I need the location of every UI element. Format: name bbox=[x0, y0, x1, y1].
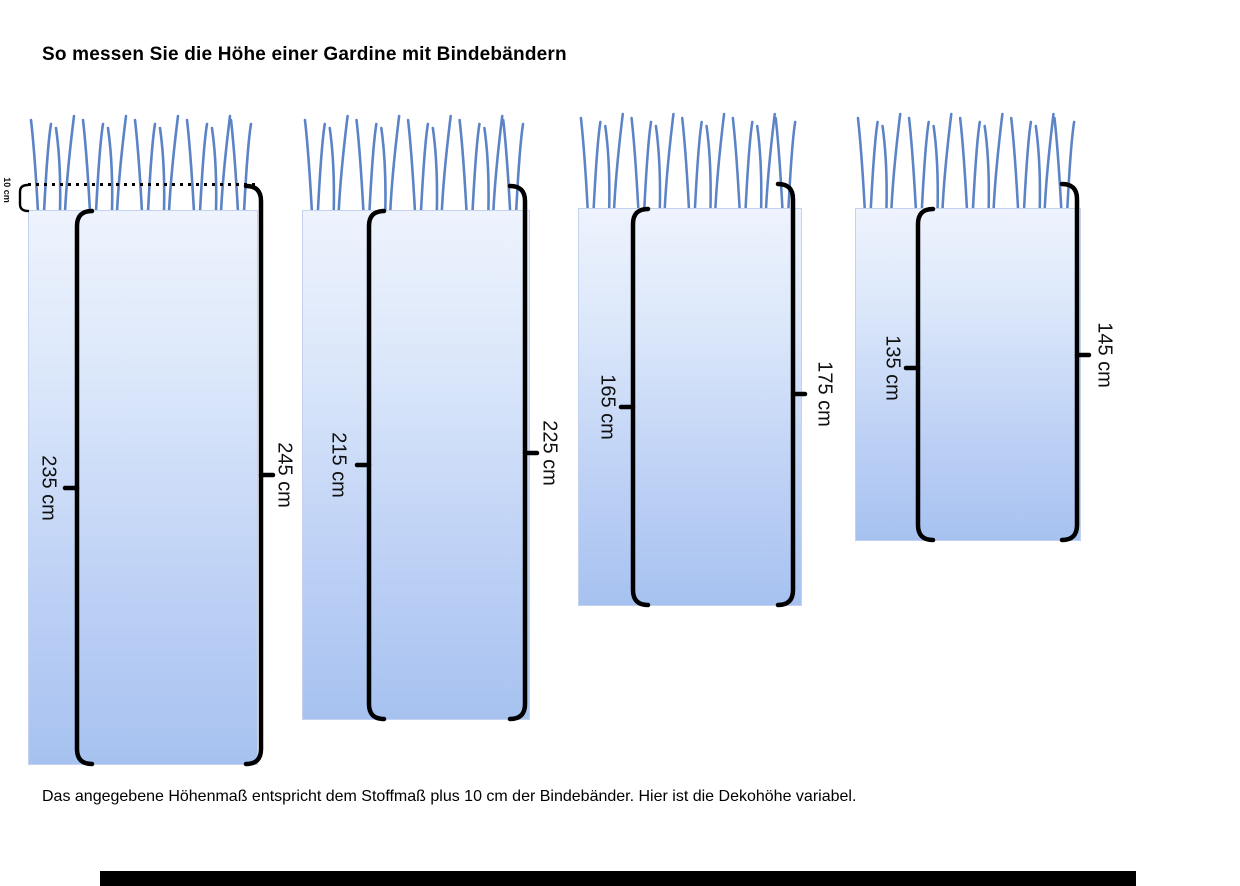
fabric-height-label: 165 cm bbox=[596, 374, 619, 440]
fabric-height-label: 235 cm bbox=[37, 455, 60, 521]
curtain-panel bbox=[302, 210, 530, 720]
fabric-measure-bracket bbox=[618, 206, 651, 608]
total-measure-bracket bbox=[507, 183, 540, 722]
total-measure-bracket bbox=[1059, 181, 1092, 543]
total-height-label: 145 cm bbox=[1093, 322, 1116, 388]
bottom-bar bbox=[100, 871, 1136, 886]
total-height-label: 245 cm bbox=[273, 442, 296, 508]
curtain-panel bbox=[855, 208, 1081, 541]
tie-bands bbox=[579, 112, 797, 210]
total-measure-bracket bbox=[775, 181, 808, 608]
total-height-label: 175 cm bbox=[813, 361, 836, 427]
band-height-dotted-line bbox=[28, 183, 259, 186]
fabric-height-label: 135 cm bbox=[881, 335, 904, 401]
fabric-measure-bracket bbox=[903, 206, 936, 543]
diagram-title: So messen Sie die Höhe einer Gardine mit… bbox=[42, 44, 567, 65]
band-height-label: 10 cm bbox=[2, 177, 12, 203]
curtain-panel bbox=[578, 208, 802, 606]
band-height-bracket bbox=[18, 183, 30, 213]
tie-bands bbox=[303, 114, 525, 212]
total-measure-bracket bbox=[243, 183, 276, 767]
fabric-height-label: 215 cm bbox=[327, 432, 350, 498]
fabric-measure-bracket bbox=[354, 208, 387, 722]
tie-bands bbox=[29, 114, 253, 212]
caption-text: Das angegebene Höhenmaß entspricht dem S… bbox=[42, 788, 857, 805]
total-height-label: 225 cm bbox=[538, 420, 561, 486]
tie-bands bbox=[856, 112, 1076, 210]
fabric-measure-bracket bbox=[62, 208, 95, 767]
